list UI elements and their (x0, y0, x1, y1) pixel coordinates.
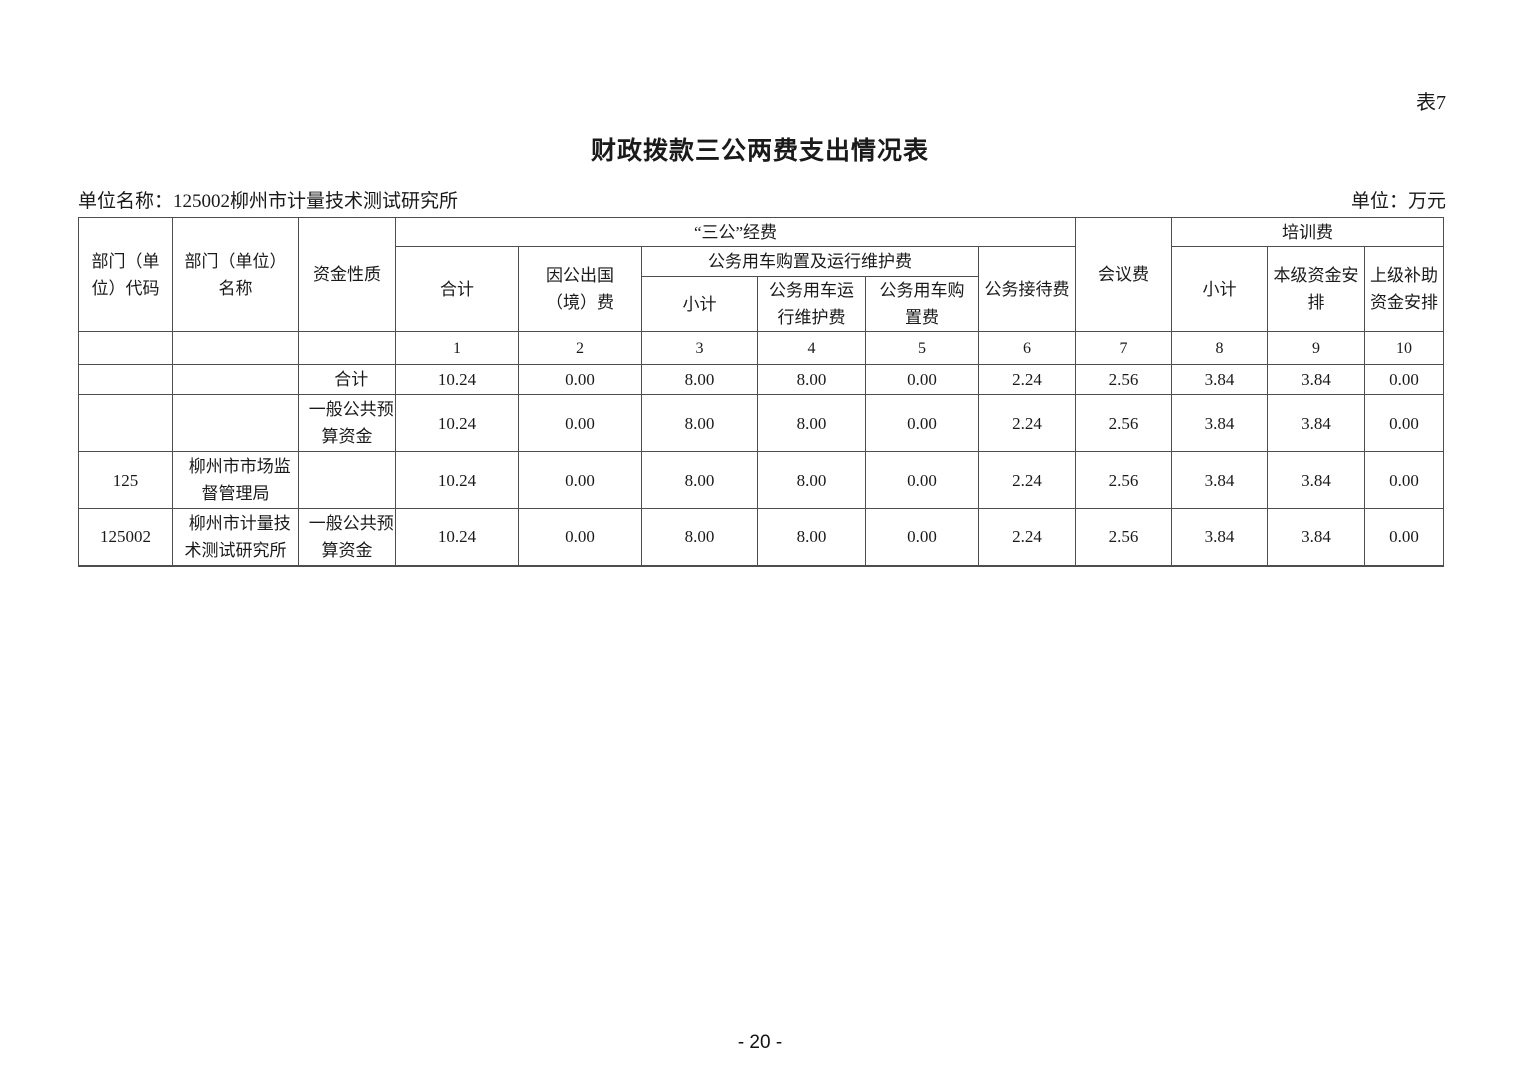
cell-value: 2.24 (978, 364, 1076, 395)
header-dept-name: 部门（单位）名称 (172, 217, 299, 332)
unit-name-label: 单位名称：125002柳州市计量技术测试研究所 (78, 191, 459, 212)
cell-dept-code: 125 (78, 451, 173, 509)
cell-value: 2.56 (1075, 451, 1172, 509)
cell-value: 8.00 (757, 508, 866, 566)
summary-row-total: 合计 10.24 0.00 8.00 8.00 0.00 2.24 2.56 3… (78, 364, 1445, 395)
header-training-subtotal: 小计 (1171, 246, 1268, 332)
cell-value: 2.24 (978, 394, 1076, 452)
summary-row-general-budget: 一般公共预算资金 10.24 0.00 8.00 8.00 0.00 2.24 … (78, 394, 1445, 452)
cell-value: 0.00 (865, 364, 979, 395)
cell-value: 10.24 (395, 451, 519, 509)
column-number: 7 (1075, 331, 1172, 365)
row-dept-125: 125 柳州市市场监督管理局 10.24 0.00 8.00 8.00 0.00… (78, 451, 1445, 509)
column-number: 1 (395, 331, 519, 365)
cell-value: 3.84 (1171, 394, 1268, 452)
cell-value: 0.00 (1363, 364, 1445, 395)
header-training-local-funds: 本级资金安排 (1267, 246, 1365, 332)
cell-value: 2.24 (978, 451, 1076, 509)
table-meta-line: 单位名称：125002柳州市计量技术测试研究所 单位：万元 (78, 186, 1446, 213)
cell-value: 0.00 (1363, 508, 1445, 566)
cell-value: 2.56 (1075, 394, 1172, 452)
column-number: 5 (865, 331, 979, 365)
header-vehicle-group: 公务用车购置及运行维护费 (641, 246, 979, 277)
column-number-row: 1 2 3 4 5 6 7 8 9 10 (78, 331, 1445, 365)
page-number: - 20 - (737, 1032, 783, 1053)
cell-value: 8.00 (641, 394, 758, 452)
cell-value: 10.24 (395, 364, 519, 395)
header-training-subsidy-funds: 上级补助资金安排 (1363, 246, 1445, 332)
cell-value: 3.84 (1267, 394, 1365, 452)
cell-value: 8.00 (757, 451, 866, 509)
header-abroad-fee: 因公出国（境）费 (518, 246, 642, 332)
header-vehicle-operation-fee: 公务用车运行维护费 (757, 276, 866, 332)
cell-dept-name (172, 394, 299, 452)
cell-value: 3.84 (1267, 508, 1365, 566)
cell-dept-name: 柳州市市场监督管理局 (172, 451, 299, 509)
header-vehicle-purchase-fee: 公务用车购置费 (865, 276, 979, 332)
cell-value: 2.56 (1075, 364, 1172, 395)
cell-value: 0.00 (518, 451, 642, 509)
cell-dept-name: 柳州市计量技术测试研究所 (172, 508, 299, 566)
cell-value: 10.24 (395, 394, 519, 452)
cell-value: 0.00 (1363, 394, 1445, 452)
cell-value: 8.00 (641, 451, 758, 509)
column-number: 10 (1363, 331, 1445, 365)
row-unit-125002: 125002 柳州市计量技术测试研究所 一般公共预算资金 10.24 0.00 … (78, 508, 1445, 566)
header-reception-fee: 公务接待费 (978, 246, 1076, 332)
cell-value: 3.84 (1171, 451, 1268, 509)
header-row-2: 合计 因公出国（境）费 公务用车购置及运行维护费 公务接待费 小计 本级资金安排… (79, 246, 1445, 332)
cell-value: 0.00 (518, 364, 642, 395)
cell-dept-code (78, 394, 173, 452)
header-row-1: 部门（单位）代码 部门（单位）名称 资金性质 “三公”经费 会议费 培训费 (78, 217, 1445, 332)
cell-value: 2.24 (978, 508, 1076, 566)
cell-dept-code: 125002 (78, 508, 173, 566)
cell-value: 0.00 (1363, 451, 1445, 509)
header-three-public-expenses: “三公”经费 (395, 217, 1076, 247)
unit-measure-label: 单位：万元 (1350, 191, 1446, 212)
header-fund-type: 资金性质 (298, 217, 396, 332)
cell-value: 3.84 (1267, 364, 1365, 395)
cell-dept-name (172, 364, 299, 395)
header-training-fee: 培训费 (1170, 217, 1445, 247)
header-grand-total: 合计 (395, 246, 519, 332)
cell-value: 0.00 (865, 451, 979, 509)
column-number: 2 (518, 331, 642, 365)
expenditure-table: 部门（单位）代码 部门（单位）名称 资金性质 “三公”经费 会议费 培训费 合计… (78, 217, 1445, 567)
header-row-3: 小计 公务用车运行维护费 公务用车购置费 (79, 276, 1444, 332)
cell-value: 8.00 (641, 508, 758, 566)
cell-dept-code (78, 364, 173, 395)
cell-empty (172, 331, 299, 365)
cell-empty (78, 331, 173, 365)
cell-value: 0.00 (865, 394, 979, 452)
cell-value: 8.00 (757, 394, 866, 452)
cell-value: 3.84 (1171, 364, 1268, 395)
cell-fund-type: 一般公共预算资金 (298, 394, 396, 452)
cell-value: 3.84 (1267, 451, 1365, 509)
column-number: 9 (1267, 331, 1365, 365)
cell-empty (298, 331, 396, 365)
page-title: 财政拨款三公两费支出情况表 (590, 138, 929, 165)
cell-value: 2.56 (1075, 508, 1172, 566)
cell-value: 0.00 (865, 508, 979, 566)
column-number: 6 (978, 331, 1076, 365)
cell-value: 0.00 (518, 394, 642, 452)
header-vehicle-subtotal: 小计 (641, 276, 758, 332)
cell-value: 10.24 (395, 508, 519, 566)
cell-fund-type: 一般公共预算资金 (298, 508, 396, 566)
cell-value: 0.00 (518, 508, 642, 566)
cell-value: 3.84 (1171, 508, 1268, 566)
column-number: 4 (757, 331, 866, 365)
header-meeting-fee: 会议费 (1075, 217, 1172, 332)
cell-fund-type: 合计 (298, 364, 396, 395)
column-number: 3 (641, 331, 758, 365)
sheet-number-label: 表7 (1416, 92, 1446, 114)
column-number: 8 (1171, 331, 1268, 365)
cell-fund-type (298, 451, 396, 509)
cell-value: 8.00 (641, 364, 758, 395)
header-dept-code: 部门（单位）代码 (78, 217, 173, 332)
cell-value: 8.00 (757, 364, 866, 395)
